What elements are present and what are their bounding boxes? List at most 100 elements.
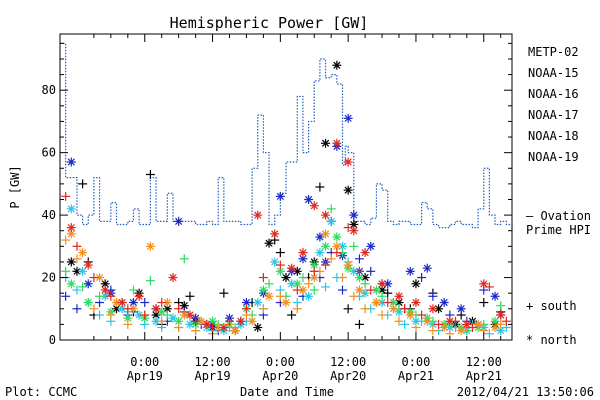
point-noaa-19-south [72, 241, 82, 251]
y-tick-label: 80 [42, 83, 56, 97]
point-metp-02-south [287, 310, 297, 320]
point-noaa-15-north [343, 113, 353, 123]
point-noaa-16-south [484, 329, 494, 339]
point-noaa-19-north [479, 279, 489, 289]
point-noaa-19-south [417, 310, 427, 320]
point-noaa-17-north [388, 298, 398, 308]
point-noaa-19-south [140, 310, 150, 320]
point-noaa-18-north [456, 326, 466, 336]
point-noaa-16-south [95, 310, 105, 320]
point-noaa-17-south [298, 273, 308, 283]
point-noaa-19-south [309, 266, 319, 276]
point-noaa-18-north [343, 260, 353, 270]
point-noaa-19-north [151, 304, 161, 314]
point-noaa-18-north [281, 298, 291, 308]
x-tick-time: 0:00 [130, 355, 159, 369]
point-noaa-17-south [61, 266, 71, 276]
ovation-legend-line2: Prime HPI [526, 223, 591, 237]
point-noaa-17-south [309, 285, 319, 295]
point-noaa-19-north [66, 223, 76, 233]
point-noaa-18-north [354, 285, 364, 295]
point-noaa-18-north [230, 326, 240, 336]
legend-entry: METP-02 [528, 45, 579, 59]
x-axis-ticks: 0:00Apr1912:00Apr190:00Apr2012:00Apr200:… [93, 34, 502, 383]
x-tick-date: Apr19 [127, 369, 163, 383]
point-noaa-17-north [258, 285, 268, 295]
point-noaa-19-south [354, 266, 364, 276]
point-noaa-18-south [326, 254, 336, 264]
point-noaa-19-north [394, 291, 404, 301]
point-noaa-17-north [292, 279, 302, 289]
point-noaa-19-north [332, 138, 342, 148]
point-noaa-18-south [157, 316, 167, 326]
point-noaa-15-south [61, 291, 71, 301]
point-noaa-18-north [490, 323, 500, 333]
point-metp-02-south [185, 291, 195, 301]
point-metp-02-north [292, 266, 302, 276]
point-noaa-19-north [321, 210, 331, 220]
point-noaa-18-south [191, 326, 201, 336]
point-noaa-18-south [61, 235, 71, 245]
point-noaa-15-south [72, 304, 82, 314]
point-noaa-15-north [128, 298, 138, 308]
point-noaa-18-south [292, 304, 302, 314]
point-noaa-17-south [496, 301, 506, 311]
point-noaa-16-south [72, 285, 82, 295]
point-metp-02-south [479, 298, 489, 308]
point-noaa-19-south [174, 304, 184, 314]
point-noaa-19-north [219, 323, 229, 333]
point-noaa-16-south [321, 282, 331, 292]
point-noaa-15-north [66, 157, 76, 167]
x-tick-date: Apr19 [194, 369, 230, 383]
legend-entry: NOAA-18 [528, 129, 579, 143]
point-noaa-19-south [89, 273, 99, 283]
point-noaa-19-north [428, 304, 438, 314]
point-metp-02-north [253, 323, 263, 333]
point-noaa-19-south [434, 319, 444, 329]
x-tick-time: 12:00 [466, 355, 502, 369]
point-noaa-18-south [411, 323, 421, 333]
point-noaa-15-north [456, 304, 466, 314]
x-tick-date: Apr20 [330, 369, 366, 383]
point-noaa-17-north [309, 260, 319, 270]
point-noaa-15-north [174, 216, 184, 226]
point-noaa-17-south [179, 254, 189, 264]
point-noaa-19-south [321, 260, 331, 270]
point-noaa-19-north [117, 298, 127, 308]
point-noaa-15-north [383, 279, 393, 289]
point-noaa-17-south [326, 204, 336, 214]
legend-entry: NOAA-19 [528, 150, 579, 164]
point-metp-02-north [264, 238, 274, 248]
point-noaa-16-north [253, 298, 263, 308]
point-noaa-15-north [439, 298, 449, 308]
y-tick-label: 60 [42, 146, 56, 160]
point-noaa-19-north [253, 210, 263, 220]
point-noaa-18-north [112, 298, 121, 308]
point-noaa-15-north [405, 266, 415, 276]
point-noaa-15-south [366, 266, 376, 276]
point-noaa-16-south [400, 319, 410, 329]
point-noaa-19-north [496, 310, 506, 320]
point-metp-02-north [321, 138, 331, 148]
y-tick-label: 40 [42, 208, 56, 222]
point-noaa-19-south [61, 191, 71, 201]
point-noaa-17-south [128, 285, 138, 295]
point-noaa-17-north [332, 232, 342, 242]
ovation-legend-line1: – Ovation [526, 209, 591, 223]
point-noaa-18-south [106, 310, 116, 320]
point-noaa-18-south [377, 310, 387, 320]
point-metp-02-south [354, 319, 364, 329]
point-noaa-18-south [394, 316, 404, 326]
x-tick-date: Apr21 [466, 369, 502, 383]
point-noaa-19-south [332, 248, 342, 258]
point-noaa-19-north [134, 291, 144, 301]
x-tick-date: Apr21 [398, 369, 434, 383]
point-metp-02-south [315, 182, 325, 192]
point-noaa-19-south [225, 316, 234, 326]
point-noaa-18-north [422, 316, 432, 326]
point-noaa-15-north [83, 279, 93, 289]
point-noaa-19-north [83, 260, 93, 270]
point-noaa-19-north [185, 310, 195, 320]
x-tick-time: 0:00 [266, 355, 295, 369]
